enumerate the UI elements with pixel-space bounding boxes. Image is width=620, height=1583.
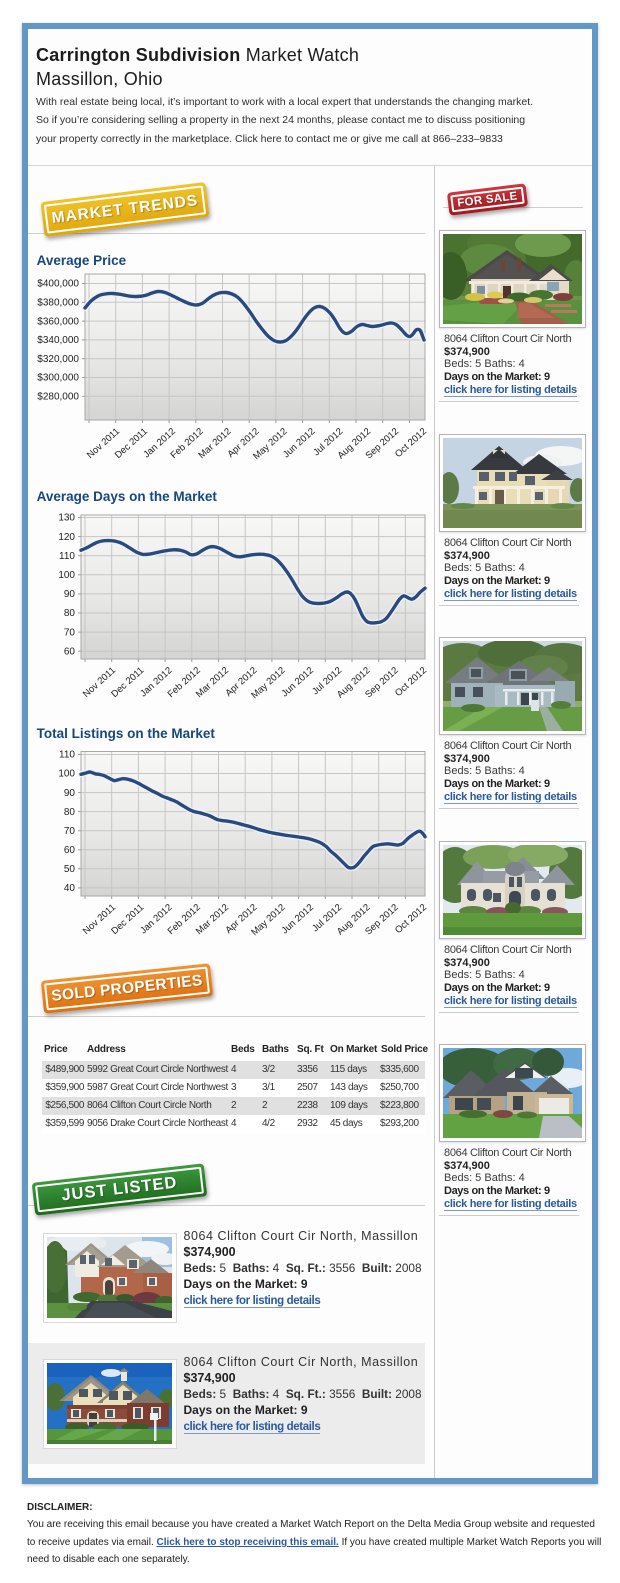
svg-text:$380,000: $380,000 bbox=[37, 298, 79, 309]
svg-text:100: 100 bbox=[58, 570, 75, 581]
svg-text:40: 40 bbox=[64, 883, 76, 894]
svg-text:120: 120 bbox=[58, 532, 75, 543]
svg-text:70: 70 bbox=[64, 826, 76, 837]
svg-text:80: 80 bbox=[64, 608, 76, 619]
svg-text:$320,000: $320,000 bbox=[37, 354, 79, 365]
svg-text:Jun 2012: Jun 2012 bbox=[279, 902, 315, 936]
svg-text:Oct 2012: Oct 2012 bbox=[393, 665, 429, 699]
svg-text:$340,000: $340,000 bbox=[37, 335, 79, 346]
svg-text:110: 110 bbox=[59, 750, 75, 761]
svg-text:100: 100 bbox=[58, 769, 75, 780]
svg-text:$300,000: $300,000 bbox=[37, 373, 79, 384]
svg-text:70: 70 bbox=[64, 627, 76, 638]
svg-text:80: 80 bbox=[64, 807, 76, 818]
svg-text:110: 110 bbox=[59, 551, 75, 562]
svg-text:$280,000: $280,000 bbox=[37, 392, 79, 403]
svg-text:$400,000: $400,000 bbox=[37, 279, 79, 290]
svg-text:60: 60 bbox=[64, 845, 76, 856]
svg-text:$360,000: $360,000 bbox=[37, 316, 79, 327]
svg-text:Oct 2012: Oct 2012 bbox=[393, 426, 429, 460]
svg-text:90: 90 bbox=[64, 589, 76, 600]
svg-text:Jun 2012: Jun 2012 bbox=[279, 665, 315, 699]
svg-text:60: 60 bbox=[64, 646, 76, 657]
svg-text:50: 50 bbox=[64, 864, 76, 875]
svg-text:90: 90 bbox=[64, 788, 76, 799]
svg-text:Oct 2012: Oct 2012 bbox=[393, 902, 429, 936]
svg-text:130: 130 bbox=[58, 513, 75, 524]
